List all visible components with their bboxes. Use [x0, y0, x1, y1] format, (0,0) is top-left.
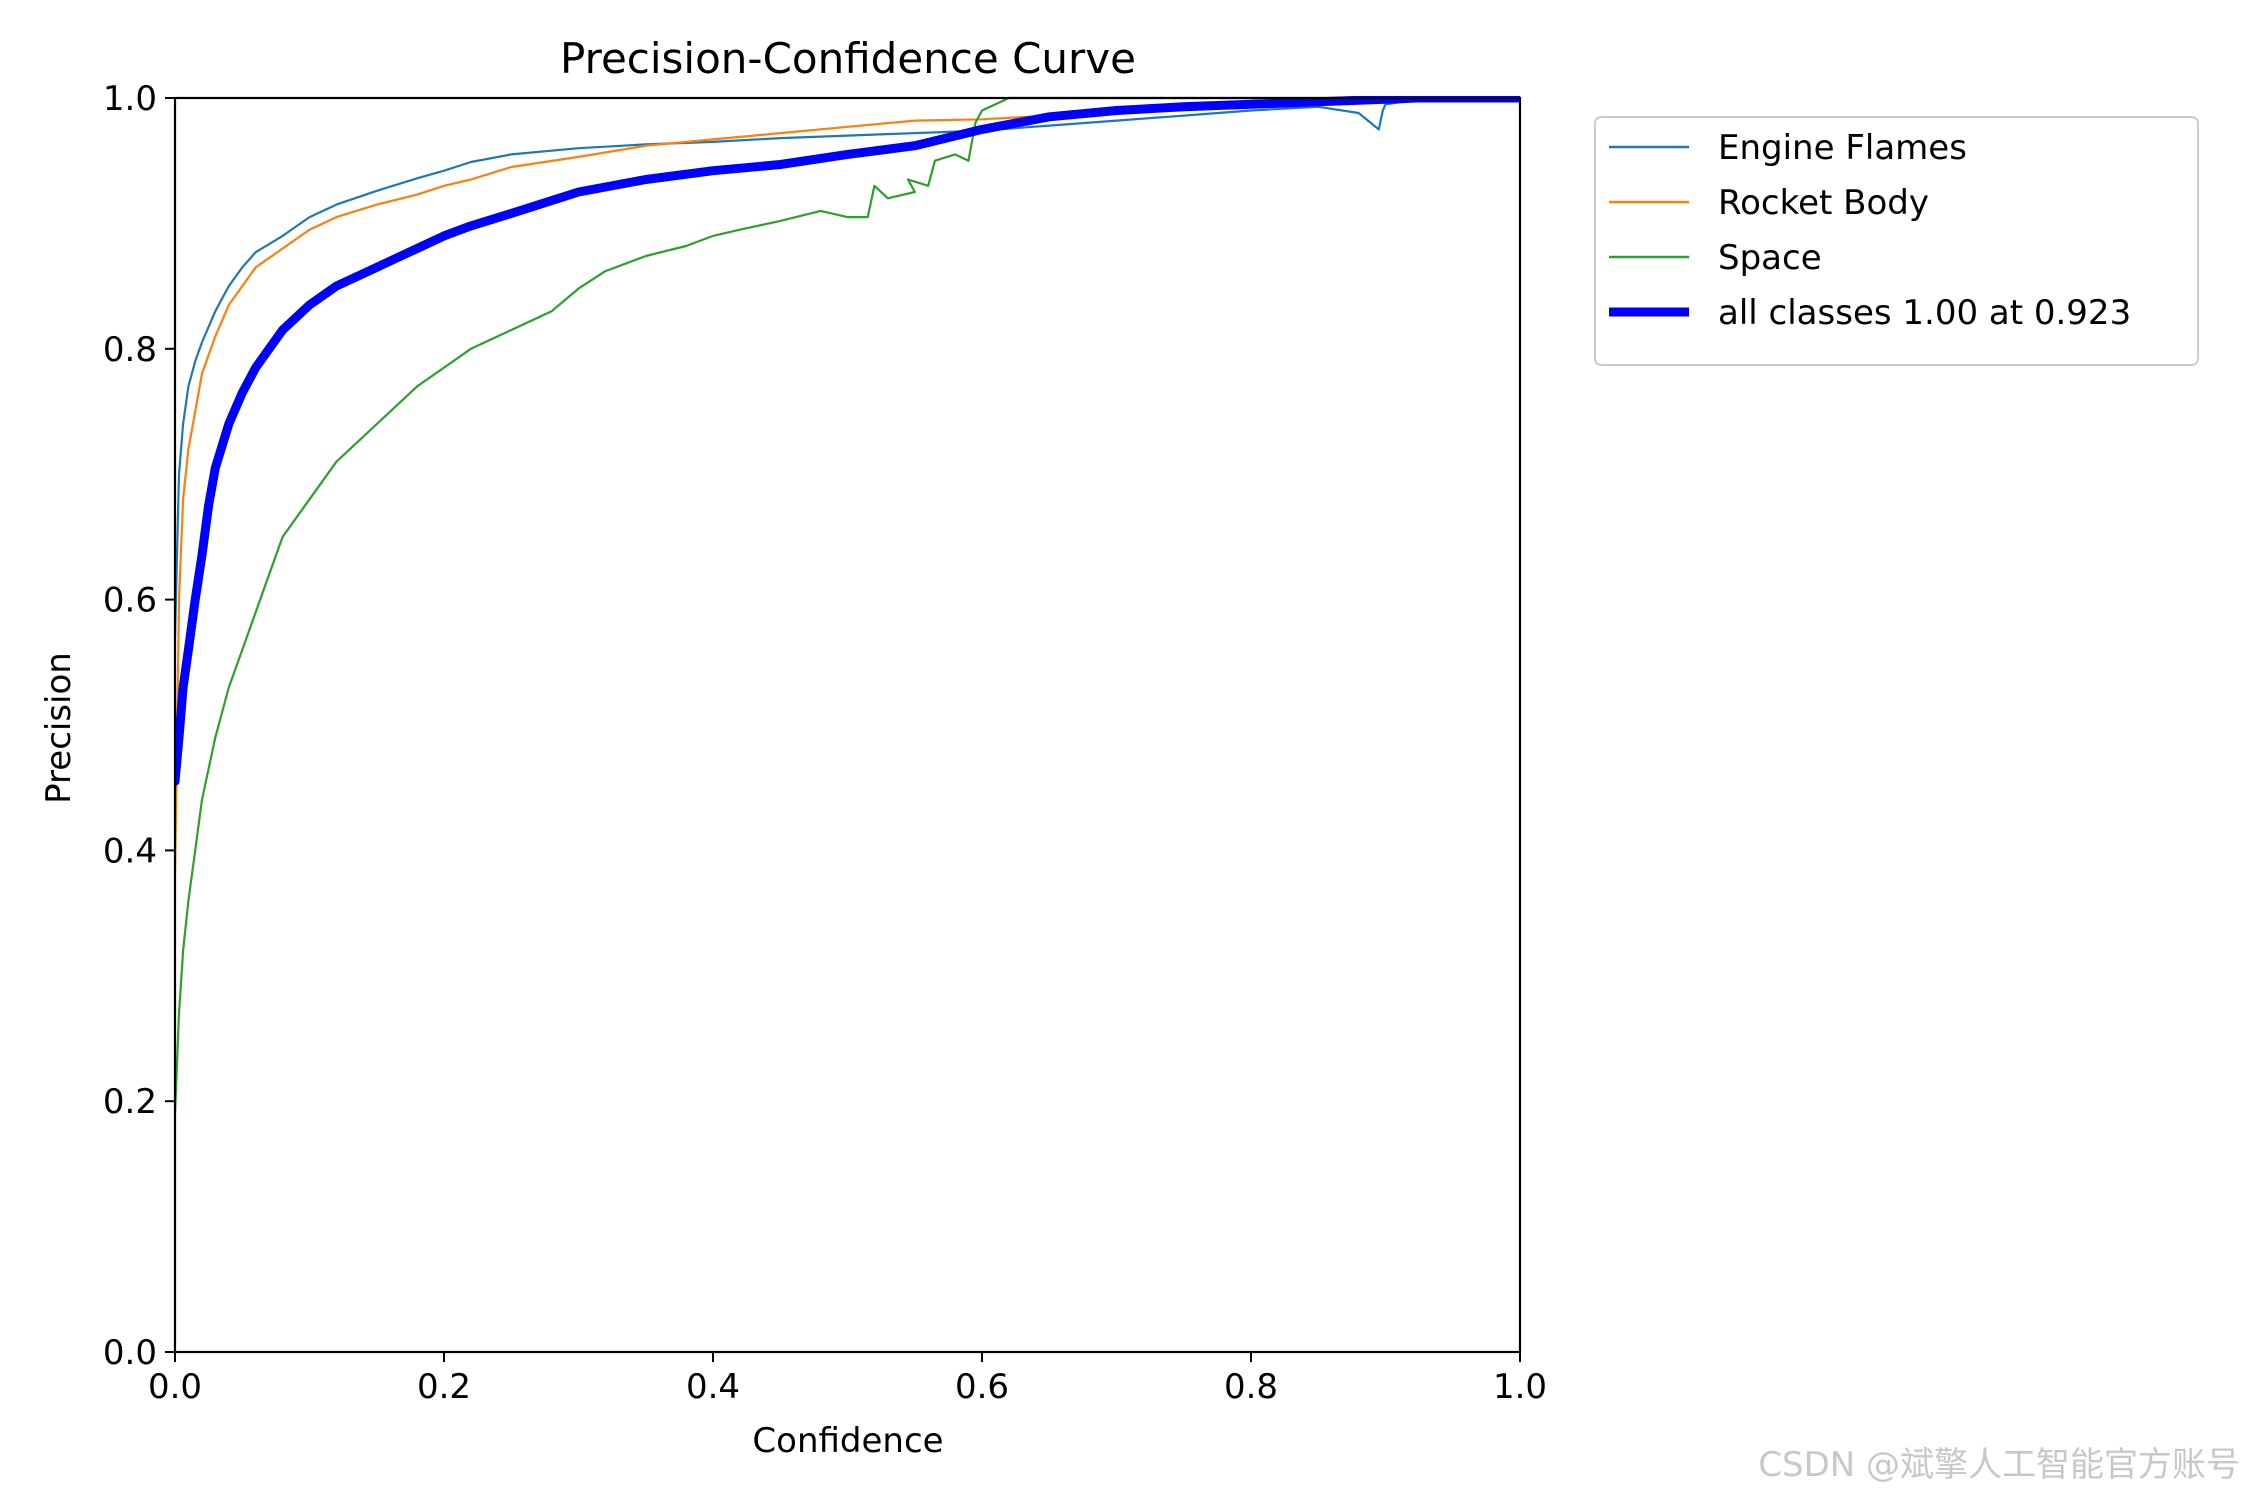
y-tick-label: 0.0 — [103, 1333, 157, 1373]
legend-label: Rocket Body — [1718, 183, 1929, 223]
x-axis-label: Confidence — [752, 1421, 943, 1461]
y-tick-label: 0.8 — [103, 330, 157, 370]
x-tick-label: 0.8 — [1224, 1367, 1278, 1407]
legend: Engine Flames Rocket Body Space all classes… — [1594, 116, 2199, 366]
legend-label: Engine Flames — [1718, 128, 1967, 168]
axes-layer: 0.0 0.2 0.4 0.6 0.8 1.0 0.0 0.2 0.4 0.6 0.8 1.0 — [103, 79, 1547, 1407]
x-tick-label: 0.2 — [417, 1367, 471, 1407]
series-line-engine-flames — [175, 96, 1520, 639]
legend-label: Space — [1718, 238, 1822, 278]
chart-title: Precision-Confidence Curve — [560, 34, 1136, 83]
series-line-space — [175, 96, 1520, 1115]
y-axis-label: Precision — [39, 652, 79, 804]
series-line-rocket-body — [175, 96, 1520, 877]
legend-box — [1594, 116, 2199, 366]
y-tick-label: 0.2 — [103, 1082, 157, 1122]
plot-frame — [173, 96, 1522, 1354]
watermark: CSDN @斌擎人工智能官方账号 — [1758, 1445, 2240, 1485]
x-tick-label: 1.0 — [1493, 1367, 1547, 1407]
x-tick-label: 0.0 — [148, 1367, 202, 1407]
y-tick-label: 1.0 — [103, 79, 157, 119]
series-layer — [175, 96, 1520, 1115]
x-tick-label: 0.4 — [686, 1367, 740, 1407]
legend-label: all classes 1.00 at 0.923 — [1718, 293, 2131, 333]
series-line-all-classes-1-00-at-0-923 — [175, 96, 1520, 786]
x-tick-label: 0.6 — [955, 1367, 1009, 1407]
y-tick-label: 0.6 — [103, 581, 157, 621]
y-tick-label: 0.4 — [103, 831, 157, 871]
